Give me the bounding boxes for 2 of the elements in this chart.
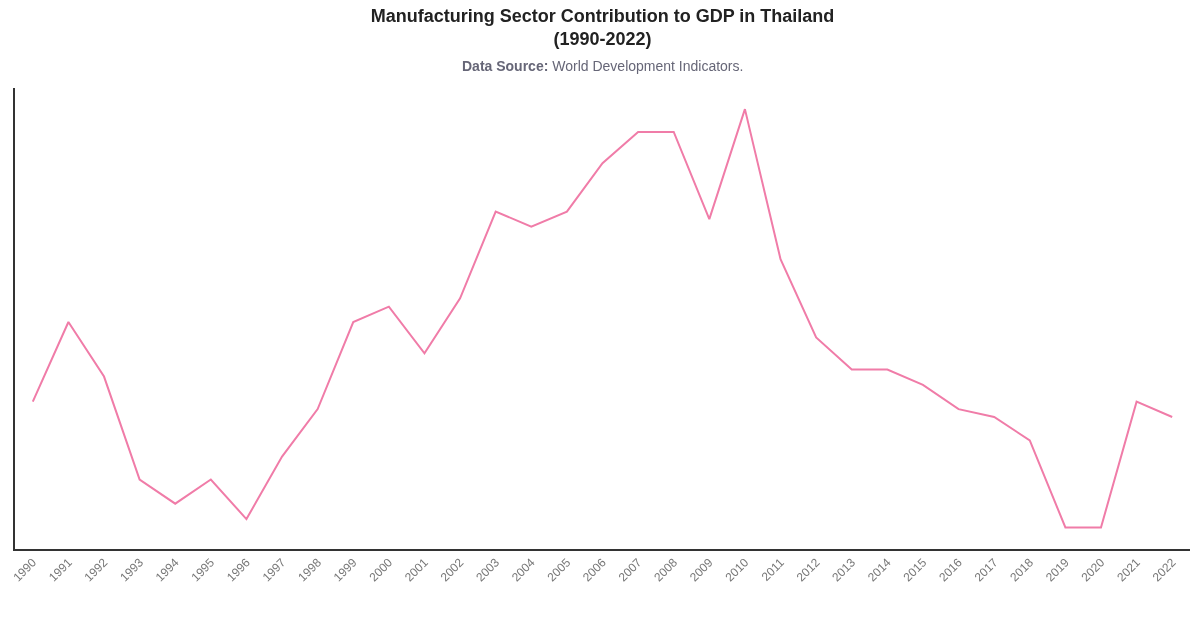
chart-subtitle: Data Source: World Development Indicators. xyxy=(462,58,744,74)
chart-title: Manufacturing Sector Contribution to GDP in Thailand (1990-2022) xyxy=(370,5,835,50)
